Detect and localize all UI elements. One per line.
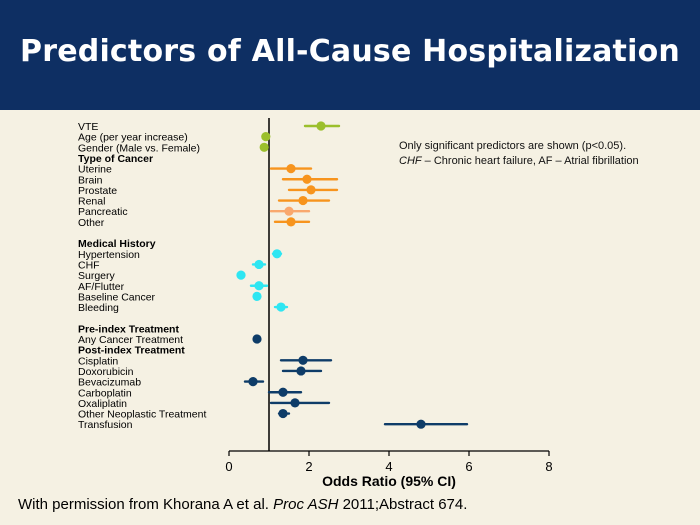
citation-rest: 2011;Abstract 674. [338, 496, 468, 513]
odds-ratio-point [252, 291, 262, 301]
odds-ratio-point [236, 270, 246, 280]
odds-ratio-point [254, 259, 264, 270]
note-definitions: – Chronic heart failure, AF – Atrial fib… [421, 155, 639, 167]
row-label: Brain [78, 174, 103, 186]
row-label: Age (per year increase) [78, 132, 188, 144]
row-label: Doxorubicin [78, 366, 134, 378]
row-label: Gender (Male vs. Female) [78, 142, 200, 154]
odds-ratio-point [302, 174, 312, 184]
odds-ratio-point [298, 355, 308, 365]
row-label: Renal [78, 196, 105, 208]
row-label: Other Neoplastic Treatment [78, 409, 206, 421]
group-header: Medical History [78, 238, 156, 250]
odds-ratio-point [296, 366, 306, 376]
row-label: Cisplatin [78, 355, 118, 367]
odds-ratio-point [252, 334, 262, 344]
odds-ratio-point [290, 398, 300, 408]
citation-text: With permission from Khorana A et al. [18, 496, 274, 513]
row-label: Transfusion [78, 419, 133, 431]
row-label: Other [78, 217, 105, 229]
group-header: Pre-index Treatment [78, 323, 179, 335]
x-axis-title: Odds Ratio (95% CI) [322, 473, 456, 489]
odds-ratio-point [286, 164, 296, 174]
row-label: Uterine [78, 164, 112, 176]
row-label: VTE [78, 121, 98, 133]
odds-ratio-point [276, 302, 286, 312]
x-tick-label: 6 [465, 459, 472, 474]
group-header: Post-index Treatment [78, 345, 185, 357]
odds-ratio-point [306, 185, 316, 195]
x-tick-label: 4 [385, 459, 392, 474]
slide-body [0, 110, 700, 525]
row-label: Bevacizumab [78, 377, 141, 389]
title-banner [0, 0, 700, 110]
citation-footer: With permission from Khorana A et al. Pr… [18, 496, 467, 513]
odds-ratio-point [259, 142, 269, 152]
row-label: Surgery [78, 270, 116, 282]
row-label: Carboplatin [78, 387, 132, 399]
row-label: Prostate [78, 185, 117, 197]
row-label: Hypertension [78, 249, 140, 261]
odds-ratio-point [261, 132, 271, 142]
citation-journal: Proc ASH [273, 496, 339, 513]
odds-ratio-point [278, 387, 288, 397]
x-tick-label: 2 [305, 459, 312, 474]
odds-ratio-point [416, 419, 426, 429]
row-label: Pancreatic [78, 206, 128, 218]
note-line-2: CHF – Chronic heart failure, AF – Atrial… [399, 154, 639, 169]
row-label: AF/Flutter [78, 281, 125, 293]
odds-ratio-point [286, 217, 296, 227]
odds-ratio-point [278, 408, 288, 419]
row-label: Bleeding [78, 302, 119, 314]
x-tick-label: 8 [545, 459, 552, 474]
slide-title: Predictors of All-Cause Hospitalization [20, 34, 680, 69]
note-abbr-chf: CHF [399, 155, 422, 167]
odds-ratio-point [284, 206, 294, 216]
odds-ratio-point [298, 195, 308, 206]
note-line-1: Only significant predictors are shown (p… [399, 140, 627, 152]
row-label: CHF [78, 259, 100, 271]
row-label: Any Cancer Treatment [78, 334, 183, 346]
row-label: Oxaliplatin [78, 398, 127, 410]
odds-ratio-point [272, 249, 282, 259]
x-tick-label: 0 [225, 459, 232, 474]
significance-note: Only significant predictors are shown (p… [399, 139, 639, 169]
group-header: Type of Cancer [78, 153, 153, 165]
odds-ratio-point [248, 377, 258, 387]
row-label: Baseline Cancer [78, 291, 156, 303]
odds-ratio-point [254, 281, 264, 291]
odds-ratio-point [316, 121, 326, 131]
